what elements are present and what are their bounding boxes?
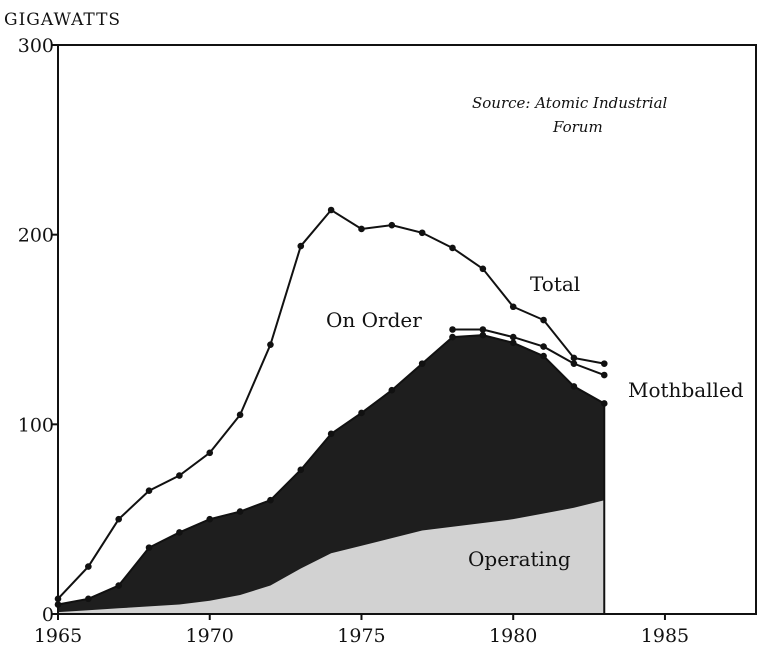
marker-total xyxy=(358,225,365,233)
marker-total xyxy=(236,411,244,419)
label-on-order: On Order xyxy=(326,308,422,332)
x-tick-label: 1970 xyxy=(186,625,234,647)
marker-construction xyxy=(418,360,426,367)
series-markers xyxy=(54,206,608,608)
marker-mothballed xyxy=(479,326,487,333)
marker-construction xyxy=(600,400,608,407)
marker-mothballed xyxy=(509,333,517,341)
marker-construction xyxy=(540,352,547,360)
marker-total xyxy=(206,449,214,457)
marker-construction xyxy=(388,386,396,394)
marker-total xyxy=(327,206,335,214)
marker-construction xyxy=(176,529,183,536)
marker-total xyxy=(388,221,396,229)
marker-construction xyxy=(297,466,305,474)
marker-total xyxy=(176,472,183,479)
marker-construction xyxy=(479,331,487,339)
marker-mothballed xyxy=(600,371,608,379)
area-operating xyxy=(58,500,605,614)
marker-construction xyxy=(236,508,244,515)
marker-total xyxy=(479,265,487,273)
marker-total xyxy=(570,354,578,362)
marker-construction xyxy=(449,333,456,341)
marker-construction xyxy=(570,383,578,390)
marker-total xyxy=(297,242,305,250)
marker-construction xyxy=(509,339,517,347)
x-tick-label: 1985 xyxy=(641,625,689,647)
marker-construction xyxy=(115,582,122,589)
marker-construction xyxy=(358,409,365,417)
marker-mothballed xyxy=(570,360,578,367)
area-layers xyxy=(58,210,605,614)
source-line-2: Forum xyxy=(552,118,603,136)
marker-total xyxy=(449,244,456,252)
source-line-1: Source: Atomic Industrial xyxy=(472,94,668,112)
x-tick-label: 1965 xyxy=(34,625,82,647)
marker-total xyxy=(600,360,608,367)
marker-total xyxy=(267,341,274,348)
axis-ticks: 0 100 200 300 1965 1970 1975 1980 1985 xyxy=(18,35,689,647)
marker-construction xyxy=(327,430,335,438)
x-tick-label: 1975 xyxy=(337,625,385,647)
marker-total xyxy=(418,229,426,237)
line-mothballed xyxy=(452,328,605,376)
marker-total xyxy=(509,303,517,311)
marker-total xyxy=(85,563,92,570)
y-tick-label: 0 xyxy=(42,604,54,626)
marker-construction xyxy=(145,544,153,551)
y-tick-label: 100 xyxy=(18,414,54,436)
marker-construction xyxy=(85,595,92,603)
label-operating: Operating xyxy=(468,547,571,571)
y-tick-label: 200 xyxy=(18,225,54,247)
label-mothballed: Mothballed xyxy=(628,378,744,402)
y-axis-title: GIGAWATTS xyxy=(4,10,121,30)
marker-mothballed xyxy=(540,343,547,350)
y-tick-label: 300 xyxy=(18,35,54,57)
marker-total xyxy=(540,316,547,324)
marker-total xyxy=(145,487,153,495)
label-total: Total xyxy=(530,272,580,296)
x-tick-label: 1980 xyxy=(489,625,537,647)
plot-frame xyxy=(57,44,757,615)
marker-mothballed xyxy=(449,326,456,333)
marker-construction xyxy=(267,496,274,504)
marker-construction xyxy=(206,515,214,523)
marker-total xyxy=(115,515,122,523)
